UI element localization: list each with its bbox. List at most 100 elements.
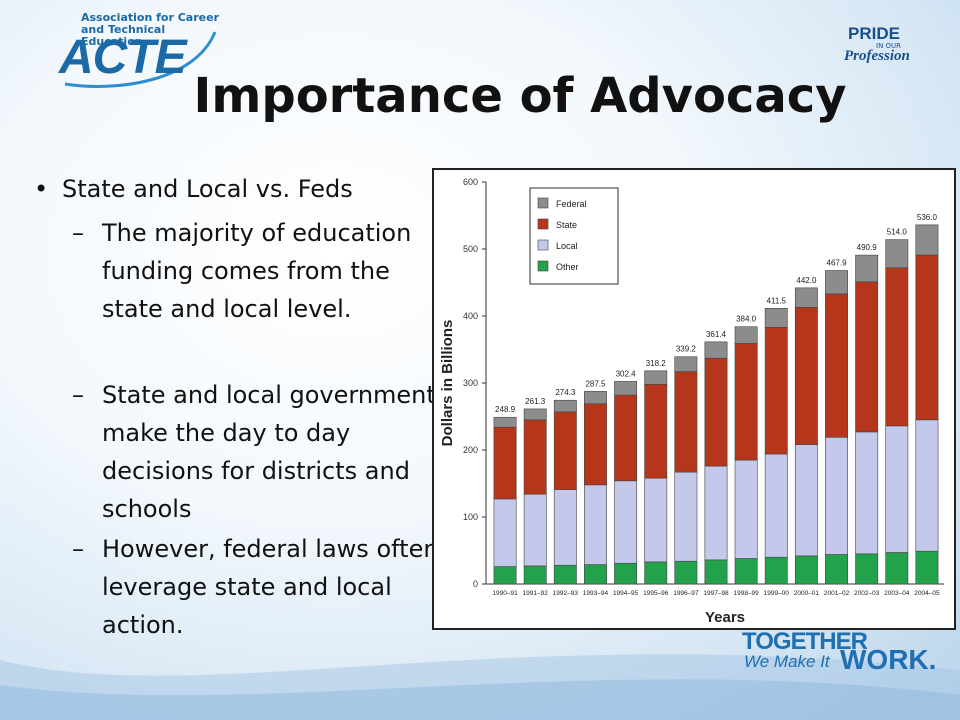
y-tick-label: 100 xyxy=(463,512,478,522)
bar-segment-federal xyxy=(734,326,758,344)
bar-segment-state xyxy=(644,384,668,479)
bar-segment-local xyxy=(885,425,909,553)
bar-segment-federal xyxy=(794,287,818,308)
bar-total-label: 384.0 xyxy=(736,315,757,324)
work-word: WORK. xyxy=(840,644,937,675)
bar-segment-local xyxy=(553,489,577,566)
x-tick-label: 2004–05 xyxy=(914,590,940,597)
bar-segment-federal xyxy=(584,391,607,405)
dash-icon: – xyxy=(72,381,84,409)
bar-segment-local xyxy=(704,465,728,561)
bar-segment-other xyxy=(915,550,939,585)
bar-segment-state xyxy=(734,343,758,461)
bar-segment-state xyxy=(855,281,879,433)
bar-segment-federal xyxy=(704,341,728,359)
y-axis-title: Dollars in Billions xyxy=(439,320,456,447)
bar-segment-other xyxy=(523,565,547,585)
x-tick-label: 1992–93 xyxy=(553,590,579,597)
x-axis-title: Years xyxy=(705,609,745,626)
x-tick-label: 1995–96 xyxy=(643,590,669,597)
x-tick-label: 2003–04 xyxy=(884,590,910,597)
bar-total-label: 442.0 xyxy=(796,276,817,285)
x-tick-label: 1996–97 xyxy=(673,590,699,597)
bar-segment-other xyxy=(674,560,698,585)
bar-total-label: 302.4 xyxy=(616,369,637,378)
bar-segment-federal xyxy=(885,239,909,269)
x-tick-label: 1997–98 xyxy=(703,590,729,597)
bar-segment-state xyxy=(523,419,547,495)
bar-segment-other xyxy=(704,559,728,585)
x-tick-label: 1999–00 xyxy=(764,590,790,597)
bar-total-label: 248.9 xyxy=(495,405,516,414)
x-tick-label: 1990–91 xyxy=(492,590,518,597)
funding-chart-svg: 0 100 200 300 400 500 600 248.9 1990–91 261.3 1991… xyxy=(439,177,944,626)
bar-segment-federal xyxy=(523,408,547,421)
y-tick-label: 400 xyxy=(463,311,478,321)
x-tick-label: 2002–03 xyxy=(854,590,880,597)
bar-segment-federal xyxy=(764,307,788,328)
bar-segment-state xyxy=(584,403,607,486)
bar-segment-federal xyxy=(674,356,698,372)
bar-total-label: 339.2 xyxy=(676,345,697,354)
bar-segment-state xyxy=(825,293,848,438)
y-tick-label: 300 xyxy=(463,378,478,388)
bar-segment-local xyxy=(825,436,848,555)
y-tick-label: 500 xyxy=(463,244,478,254)
bar-segment-state xyxy=(794,306,818,445)
bar-total-label: 411.5 xyxy=(767,296,787,305)
bar-total-label: 467.9 xyxy=(827,259,848,268)
legend-swatch-federal xyxy=(537,197,549,209)
bar-segment-local xyxy=(734,459,758,559)
bar-segment-federal xyxy=(825,270,848,295)
bar-segment-state xyxy=(493,426,517,500)
bar-total-label: 318.2 xyxy=(646,359,667,368)
bar-segment-other xyxy=(644,561,668,585)
bar-segment-federal xyxy=(614,381,638,396)
legend-label-state: State xyxy=(556,220,577,230)
bar-segment-other xyxy=(764,556,788,585)
bar-segment-state xyxy=(674,371,698,473)
bar-segment-state xyxy=(553,411,577,490)
bottom-wave-decoration xyxy=(0,654,960,720)
together-logo: TOGETHER We Make It WORK. xyxy=(742,628,936,678)
acte-tagline-1: Association for Career xyxy=(81,11,219,24)
legend-swatch-other xyxy=(537,260,549,272)
bar-segment-local xyxy=(794,444,818,557)
legend-label-federal: Federal xyxy=(556,199,587,209)
bar-segment-federal xyxy=(915,224,939,256)
legend-swatch-state xyxy=(537,218,549,230)
acte-logo: Association for Career and Technical Edu… xyxy=(55,12,225,90)
bar-total-label: 274.3 xyxy=(555,388,576,397)
bar-segment-other xyxy=(794,555,818,585)
slide-title: Importance of Advocacy xyxy=(193,68,847,124)
we-make-it: We Make It xyxy=(744,652,830,671)
x-tick-label: 1998–99 xyxy=(733,590,759,597)
legend-label-local: Local xyxy=(556,241,578,251)
x-tick-label: 1994–95 xyxy=(613,590,639,597)
bar-total-label: 536.0 xyxy=(917,213,938,222)
pride-word: PRIDE xyxy=(848,24,900,43)
acte-swoosh-icon xyxy=(64,31,217,88)
bar-segment-local xyxy=(523,493,547,567)
bar-segment-state xyxy=(915,254,939,421)
bar-segment-local xyxy=(584,484,607,565)
y-tick-label: 0 xyxy=(473,579,478,589)
bar-segment-federal xyxy=(553,399,577,413)
pride-in-our: IN OUR xyxy=(876,42,902,50)
bar-segment-state xyxy=(704,357,728,467)
bullet-dot-icon: • xyxy=(34,175,49,203)
bar-segment-state xyxy=(764,327,788,455)
x-tick-label: 2000–01 xyxy=(794,590,820,597)
bar-segment-local xyxy=(674,471,698,562)
bar-segment-local xyxy=(764,453,788,558)
y-tick-label: 200 xyxy=(463,445,478,455)
together-word: TOGETHER xyxy=(742,628,868,655)
bar-segment-local xyxy=(493,498,517,567)
pride-profession: Profession xyxy=(844,48,910,64)
bar-segment-local xyxy=(915,419,939,552)
bar-total-label: 261.3 xyxy=(525,397,546,406)
bar-segment-other xyxy=(584,564,607,585)
x-tick-label: 2001–02 xyxy=(824,590,850,597)
pride-badge: PRIDE IN OUR Profession xyxy=(838,24,918,72)
funding-chart: 0 100 200 300 400 500 600 248.9 1990–91 261.3 1991… xyxy=(432,168,956,630)
